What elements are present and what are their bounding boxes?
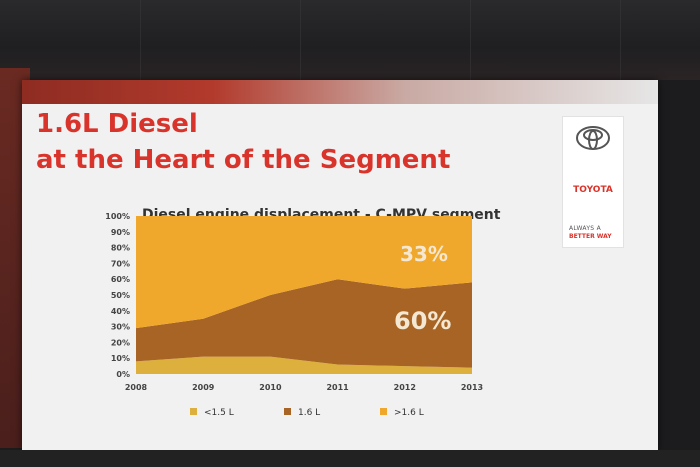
area-series-1 [136, 356, 472, 374]
brand-box: TOYOTA ALWAYS A BETTER WAY [562, 116, 624, 248]
area-series-3 [136, 216, 472, 329]
slide-title-line-1: 1.6L Diesel [36, 109, 198, 139]
y-tick-label: 20% [111, 338, 130, 347]
y-tick-label: 10% [111, 354, 130, 363]
legend-label: 1.6 L [298, 408, 320, 418]
toyota-logo-icon [576, 126, 610, 150]
y-tick-label: 90% [111, 228, 130, 237]
y-tick-label: 100% [105, 212, 130, 221]
slide-title: 1.6L Diesel at the Heart of the Segment [36, 106, 450, 178]
projection-screen: 1.6L Diesel at the Heart of the Segment … [22, 80, 658, 450]
legend-label: >1.6 L [394, 408, 424, 418]
brand-tagline-2: BETTER WAY [569, 233, 612, 240]
y-tick-label: 0% [116, 370, 130, 379]
stacked-area-chart: Diesel engine displacement - C-MPV segme… [105, 207, 500, 418]
x-tick-label: 2009 [192, 383, 215, 392]
y-tick-label: 80% [111, 244, 130, 253]
y-tick-label: 60% [111, 275, 130, 284]
legend-label: <1.5 L [204, 408, 234, 418]
annotation-33-percent: 33% [400, 242, 448, 266]
y-tick-label: 50% [111, 291, 130, 300]
legend-swatch [284, 408, 291, 415]
area-series-2 [136, 279, 472, 368]
y-tick-label: 70% [111, 259, 130, 268]
legend-swatch [190, 408, 197, 415]
slide-title-line-2: at the Heart of the Segment [36, 145, 451, 175]
x-tick-label: 2013 [461, 383, 483, 392]
y-tick-label: 40% [111, 307, 130, 316]
ceiling-background [0, 0, 700, 80]
x-tick-label: 2010 [259, 383, 282, 392]
room-floor-shadow [0, 450, 700, 467]
legend-swatch [380, 408, 387, 415]
x-tick-label: 2008 [125, 383, 148, 392]
x-tick-label: 2011 [326, 383, 349, 392]
brand-tagline-1: ALWAYS A [569, 225, 602, 232]
annotation-60-percent: 60% [394, 307, 451, 335]
x-tick-label: 2012 [394, 383, 416, 392]
red-banner [22, 80, 658, 104]
y-tick-label: 30% [111, 323, 130, 332]
brand-name: TOYOTA [573, 185, 613, 195]
